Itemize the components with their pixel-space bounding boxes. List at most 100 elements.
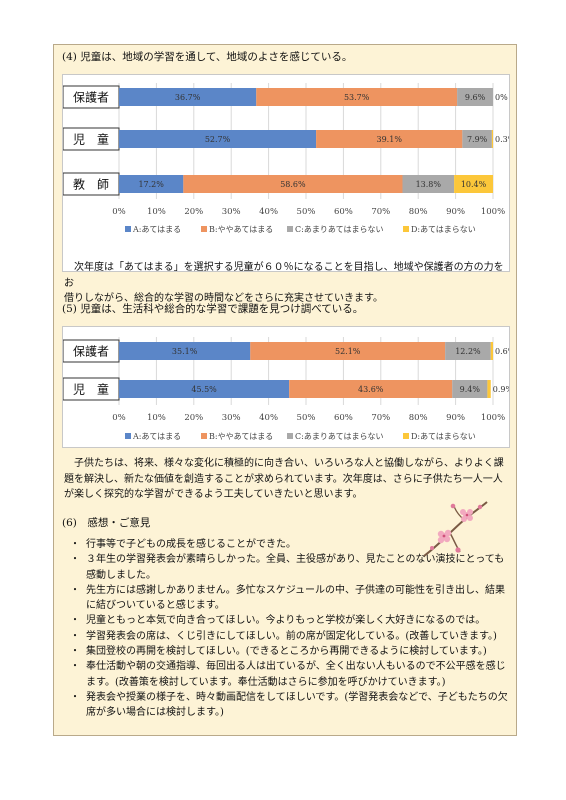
legend-swatch (403, 226, 409, 232)
tick-label: 100% (481, 413, 505, 423)
legend-swatch (201, 226, 207, 232)
legend-label: B:ややあてはまる (209, 225, 273, 234)
data-label: 52.1% (335, 347, 361, 356)
data-label: 52.7% (205, 135, 231, 144)
data-label: 9.4% (460, 385, 481, 394)
tick-label: 70% (371, 207, 390, 217)
bar-segment (452, 380, 488, 398)
opinion-line: 学習発表会の席は、くじ引きにしてほしい。前の席が固定化している。(改善していきま… (86, 630, 497, 642)
bar-segment (119, 88, 257, 106)
bar-segment (454, 175, 493, 193)
bar-segment (445, 342, 491, 360)
tick-label: 10% (147, 207, 166, 217)
bar-segment (491, 130, 493, 148)
opinion-line: ３年生の学習発表会が素晴らしかった。全員、主役感があり、見たことのない演技にとっ… (86, 554, 505, 566)
legend-label: B:ややあてはまる (209, 432, 273, 441)
bar-segment (119, 175, 184, 193)
tick-label: 70% (371, 413, 390, 423)
tick-label: 100% (481, 207, 505, 217)
bullet-mark: ・ (70, 691, 80, 703)
tick-label: 40% (259, 207, 278, 217)
opinion-item: ・学習発表会の席は、くじ引きにしてほしい。前の席が固定化している。(改善していき… (64, 629, 514, 644)
opinion-item: ・発表会や授業の様子を、時々動画配信をしてほしいです。(学習発表会などで、子ども… (64, 690, 514, 721)
tick-label: 80% (409, 207, 428, 217)
opinion-line: 児童ともっと本気で向き合ってほしい。今よりもっと学校が楽しく大好きになるのでは。 (86, 615, 486, 627)
opinion-line: ます。(改善策を検討しています。奉仕活動はさらに参加を呼びかけていきます。) (86, 676, 446, 688)
opinion-line: 行事等で子どもの成長を感じることができた。 (86, 539, 296, 550)
section4-heading: (4) 児童は、地域の学習を通して、地域のよさを感じている。 (62, 51, 353, 63)
tick-label: 20% (184, 207, 203, 217)
tick-label: 60% (334, 413, 353, 423)
legend-label: A:あてはまる (132, 225, 181, 234)
tick-label: 60% (334, 207, 353, 217)
section5-paragraph-line: が楽しく探究的な学習ができるよう工夫していきたいと思います。 (64, 489, 363, 500)
bar-segment (316, 130, 463, 148)
bar-segment (462, 130, 492, 148)
opinion-item: ・集団登校の再開を検討してほしい。(できるところから再開できるように検討していま… (64, 644, 514, 659)
section5-chart-svg: 保護者 35.1% 52.1% 12.2% 0.6% 児 童 45.5% 43.6% 9.4% 0… (63, 337, 509, 441)
data-label: 17.2% (138, 180, 164, 189)
bar-segment (490, 342, 493, 360)
tick-label: 80% (409, 413, 428, 423)
opinion-item: ・ ３年生の学習発表会が素晴らしかった。全員、主役感があり、見たことのない演技にと… (64, 552, 514, 583)
bullet-mark: ・ (70, 584, 80, 596)
bar-segment (119, 342, 251, 360)
data-label: 0.6% (495, 347, 509, 356)
section5-paragraph: 子供たちは、将来、様々な変化に積極的に向き合い、いろいろな人と協働しながら、より… (64, 456, 510, 503)
opinion-line: 席が多い場合には検討します。) (86, 707, 224, 719)
legend-label: C:あまりあてはまらない (295, 225, 384, 234)
section6-heading: (6) 感想・ご意見 (62, 517, 151, 529)
category-label: 児 童 (73, 382, 109, 397)
tick-label: 20% (184, 413, 203, 423)
category-label: 保護者 (73, 90, 109, 105)
opinion-line: 感動しました。 (86, 569, 156, 581)
bar-segment (119, 380, 290, 398)
data-label: 45.5% (191, 385, 217, 394)
section5-chart: 保護者 35.1% 52.1% 12.2% 0.6% 児 童 45.5% 43.6% 9.4% 0… (62, 326, 510, 448)
data-label: 13.8% (416, 180, 442, 189)
tick-label: 30% (222, 207, 241, 217)
legend-swatch (287, 226, 293, 232)
bar-segment (402, 175, 455, 193)
bar-segment (250, 342, 446, 360)
data-label: 0.9% (493, 385, 509, 394)
bullet-mark: ・ (70, 646, 80, 658)
legend-swatch (125, 226, 131, 232)
opinion-item: ・児童ともっと本気で向き合ってほしい。今よりもっと学校が楽しく大好きになるのでは… (64, 613, 514, 628)
tick-label: 0% (112, 413, 126, 423)
bar-segment (256, 88, 458, 106)
legend-label: C:あまりあてはまらない (295, 432, 384, 441)
section4-chart-svg: 保護者 36.7% 53.7% 9.6% 0% 児 童 52.7% 39.1% 7.9% 0.3%… (63, 83, 509, 234)
section4-paragraph-line: 借りしながら、総合的な学習の時間などをさらに充実させていきます。 (64, 293, 383, 304)
section4-paragraph-line: 次年度は「あてはまる」を選択する児童が６０％になることを目指し、地域や保護者の方… (64, 262, 504, 289)
tick-label: 50% (297, 207, 316, 217)
data-label: 53.7% (344, 93, 370, 102)
section4-paragraph: 次年度は「あてはまる」を選択する児童が６０％になることを目指し、地域や保護者の方… (64, 260, 510, 307)
bar-segment (119, 130, 317, 148)
legend-label: D:あてはまらない (411, 225, 476, 234)
data-label: 0.3% (495, 135, 509, 144)
data-label: 43.6% (358, 385, 384, 394)
opinion-item: ・先生方には感謝しかありません。多忙なスケジュールの中、子供達の可能性を引き出し… (64, 583, 514, 614)
bullet-mark: ・ (70, 539, 80, 550)
opinion-item: ・行事等で子どもの成長を感じることができた。 (64, 537, 514, 552)
legend-swatch (125, 433, 131, 439)
tick-label: 50% (297, 413, 316, 423)
section5-heading: (5) 児童は、生活科や総合的な学習で課題を見つけ調べている。 (62, 303, 364, 315)
tick-label: 40% (259, 413, 278, 423)
legend-label: A:あてはまる (132, 432, 181, 441)
data-label: 36.7% (175, 93, 201, 102)
opinion-line: 発表会や授業の様子を、時々動画配信をしてほしいです。(学習発表会などで、子どもた… (86, 691, 508, 703)
opinion-item: ・奉仕活動や朝の交通指導、毎回出る人は出ているが、全く出ない人もいるので不公平感… (64, 659, 514, 690)
bar-segment (457, 88, 493, 106)
legend-swatch (201, 433, 207, 439)
legend-swatch (287, 433, 293, 439)
bullet-mark: ・ (70, 630, 80, 642)
bullet-mark: ・ (70, 661, 80, 673)
bar-segment (487, 380, 491, 398)
opinion-line: 奉仕活動や朝の交通指導、毎回出る人は出ているが、全く出ない人もいるので不公平感を… (86, 661, 506, 673)
section5-paragraph-line: 題を解決し、新たな価値を創造することが求められています。次年度は、さらに子供たち… (64, 473, 503, 485)
data-label: 12.2% (455, 347, 481, 356)
section5-paragraph-line: 子供たちは、将来、様々な変化に積極的に向き合い、いろいろな人と協働しながら、より… (74, 458, 504, 469)
tick-label: 10% (147, 413, 166, 423)
